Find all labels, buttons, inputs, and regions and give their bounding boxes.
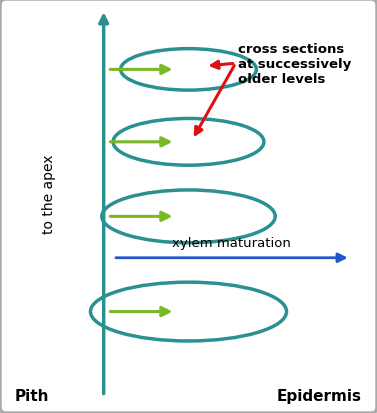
- Text: cross sections
at successively
older levels: cross sections at successively older lev…: [238, 43, 351, 86]
- Text: xylem maturation: xylem maturation: [172, 237, 291, 250]
- Text: to the apex: to the apex: [42, 154, 56, 234]
- Text: Epidermis: Epidermis: [277, 388, 362, 403]
- Text: Pith: Pith: [15, 388, 50, 403]
